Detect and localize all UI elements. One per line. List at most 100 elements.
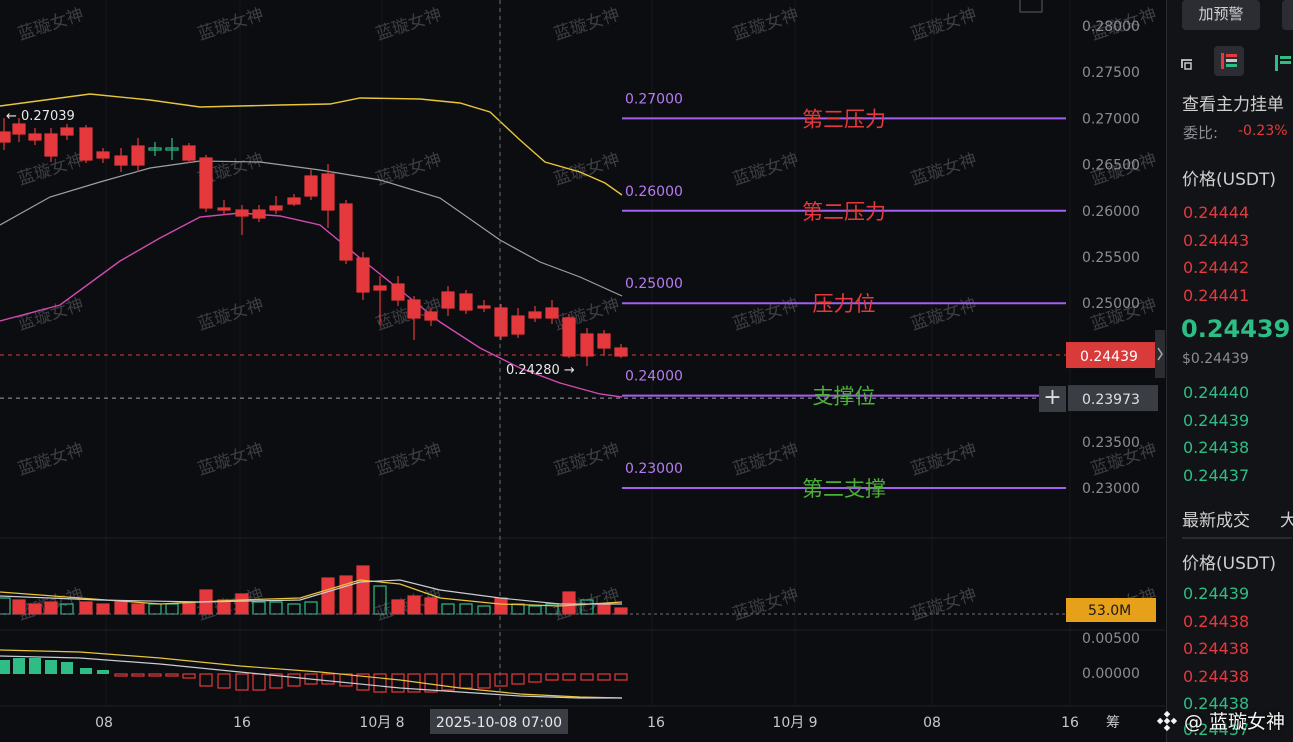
order-layout-icon[interactable] <box>1172 48 1202 78</box>
candle-body <box>441 291 455 309</box>
add-alert-button[interactable]: 加预警 <box>1182 0 1260 30</box>
macd-histogram-bar <box>459 673 473 689</box>
crosshair-time-tag <box>430 709 568 734</box>
footer-watermark-text: @ 蓝璇女神 <box>1183 711 1285 733</box>
macd-histogram-bar <box>252 673 266 691</box>
level-value-label: 0.25000 <box>625 276 683 292</box>
macd-signal-line <box>0 649 623 699</box>
watermark-text: 蓝璇女神 <box>730 5 801 45</box>
candle-body <box>44 133 58 157</box>
volume-bar <box>356 565 370 615</box>
watermark-text: 蓝璇女神 <box>551 150 622 190</box>
candle-body <box>148 147 162 151</box>
trade-row: 0.24437 <box>1183 720 1250 739</box>
candle-body <box>321 173 335 211</box>
macd-histogram-bar <box>494 673 508 687</box>
volume-bar <box>182 601 196 615</box>
volume-bar <box>494 597 508 615</box>
level-name-label: 压力位 <box>813 292 876 316</box>
macd-histogram-bar <box>562 673 576 681</box>
volume-bar <box>0 597 11 615</box>
candle-body <box>60 127 74 136</box>
watermark-text: 蓝璇女神 <box>730 150 801 190</box>
level-name-label: 第三压力 <box>802 107 886 131</box>
bollinger-upper-line <box>0 93 623 196</box>
watermark-text: 蓝璇女神 <box>15 5 86 45</box>
macd-histogram-bar <box>199 673 213 687</box>
macd-histogram-bar <box>477 673 491 689</box>
ask-price-row[interactable]: 0.24444 <box>1183 203 1250 222</box>
price-axis-label: 0.25500 <box>1082 250 1140 266</box>
chart-area[interactable]: 蓝璇女神 蓝璇女神 蓝璇女神 蓝璇女神 蓝璇女神 蓝璇女神 蓝璇女神 蓝璇女神 蓝璇女神 蓝璇女神… <box>0 0 1165 742</box>
bid-price-row[interactable]: 0.24439 <box>1183 411 1250 430</box>
orderbook-both-icon[interactable] <box>1214 46 1244 76</box>
volume-bar <box>339 575 353 615</box>
watermark-text: 蓝璇女神 <box>15 440 86 480</box>
chip-distribution-toggle: 筹 <box>1106 714 1120 731</box>
watermark-text: 蓝璇女神 <box>908 585 979 625</box>
level-value-label: 0.23000 <box>625 461 683 477</box>
large-trades-tab[interactable]: 大 <box>1280 511 1293 531</box>
collapse-panel-handle <box>1155 330 1165 378</box>
volume-bar <box>79 601 93 615</box>
macd-histogram-bar <box>80 668 92 674</box>
macd-histogram-bar <box>45 660 57 674</box>
trades-divider <box>1182 537 1292 539</box>
watermark-text: 蓝璇女神 <box>908 440 979 480</box>
candle-body <box>459 293 473 311</box>
trade-row: 0.24438 <box>1183 694 1250 713</box>
crosshair-price-tag-text: 0.23973 <box>1082 392 1140 408</box>
price-axis-label: 0.28000 <box>1082 19 1140 35</box>
bollinger-mid-line <box>0 160 623 297</box>
volume-bar <box>321 577 335 615</box>
level-name-label: 第二压力 <box>802 200 886 224</box>
candle-body <box>356 257 370 293</box>
watermark-text: 蓝璇女神 <box>730 440 801 480</box>
high-marker: ← 0.27039 <box>6 109 75 124</box>
candle-body <box>528 311 542 319</box>
candle-body <box>269 205 283 211</box>
candle-body <box>391 283 405 301</box>
macd-histogram-bar <box>321 673 335 685</box>
watermark-text: 蓝璇女神 <box>195 5 266 45</box>
crosshair-price-tag <box>1068 385 1158 412</box>
bid-price-row[interactable]: 0.24437 <box>1183 466 1250 485</box>
price-axis-label: 0.27500 <box>1082 65 1140 81</box>
price-axis-label: 0.25000 <box>1082 296 1140 312</box>
volume-bar <box>391 599 405 615</box>
volume-bar <box>304 601 318 615</box>
candle-body <box>114 155 128 166</box>
level-value-label: 0.24000 <box>625 369 683 385</box>
level-name-label: 支撑位 <box>813 385 876 409</box>
volume-bar <box>12 599 26 615</box>
watermark-text: 蓝璇女神 <box>373 5 444 45</box>
macd-histogram-bar <box>269 673 283 689</box>
bid-price-row[interactable]: 0.24440 <box>1183 383 1250 402</box>
bid-price-row[interactable]: 0.24438 <box>1183 438 1250 457</box>
time-axis-label: 16 <box>647 715 665 731</box>
add-crosshair-level-button[interactable]: + <box>1039 386 1066 412</box>
time-axis-label: 08 <box>95 715 113 731</box>
latest-trades-tab[interactable]: 最新成交 <box>1182 511 1250 531</box>
candle-body <box>545 307 559 319</box>
main-orders-link[interactable]: 查看主力挂单 <box>1182 95 1284 115</box>
ask-price-row[interactable]: 0.24442 <box>1183 258 1250 277</box>
orderbook-bids-icon[interactable] <box>1268 48 1293 78</box>
candle-body <box>0 131 11 143</box>
ask-price-row[interactable]: 0.24443 <box>1183 231 1250 250</box>
price-axis-label: 0.23500 <box>1082 435 1140 451</box>
volume-bar <box>96 603 110 615</box>
watermark-text: 蓝璇女神 <box>373 440 444 480</box>
binance-logo-icon <box>1156 710 1178 731</box>
candle-body <box>199 157 213 209</box>
candle-body <box>614 347 628 357</box>
watermark-text: 蓝璇女神 <box>908 5 979 45</box>
more-button[interactable] <box>1282 0 1293 30</box>
last-price: 0.24439 <box>1181 315 1291 343</box>
watermark-text: 蓝璇女神 <box>551 440 622 480</box>
candle-body <box>182 145 196 161</box>
macd-axis-label: 0.00000 <box>1082 666 1140 682</box>
macd-axis-label: 0.00500 <box>1082 631 1140 647</box>
ask-price-row[interactable]: 0.24441 <box>1183 286 1250 305</box>
